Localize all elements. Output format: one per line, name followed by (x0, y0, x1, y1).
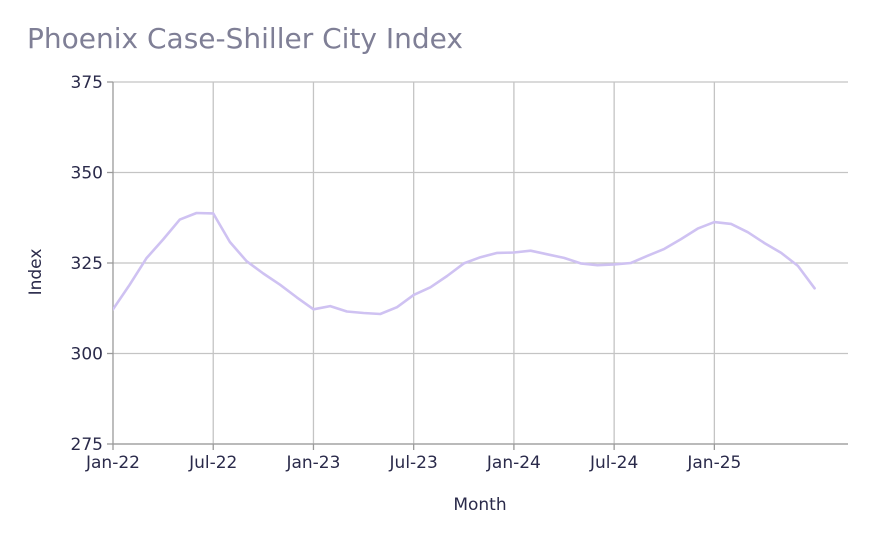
y-tick-label-1: 300 (71, 345, 103, 365)
grid-lines (113, 81, 848, 445)
y-tick-label-0: 275 (71, 435, 103, 455)
chart-title: Phoenix Case-Shiller City Index (27, 22, 463, 55)
series-line-group (113, 211, 816, 316)
x-axis-label: Month (453, 495, 506, 515)
tick-labels: 275 300 325 350 375 Jan-22 Jul-22 Jan-23 Jul-23 J… (71, 73, 742, 473)
axes (107, 81, 848, 450)
x-tick-label-2: Jan-23 (285, 453, 340, 473)
series-line (113, 211, 816, 316)
y-tick-label-3: 350 (71, 164, 103, 184)
y-tick-label-4: 375 (71, 73, 103, 93)
x-tick-label-4: Jan-24 (486, 453, 541, 473)
x-tick-label-3: Jul-23 (389, 453, 438, 473)
y-tick-label-2: 325 (71, 254, 103, 274)
y-axis-label: Index (26, 249, 46, 296)
x-tick-label-1: Jul-22 (188, 453, 237, 473)
x-tick-label-5: Jul-24 (589, 453, 638, 473)
x-tick-label-6: Jan-25 (686, 453, 741, 473)
x-tick-label-0: Jan-22 (85, 453, 140, 473)
